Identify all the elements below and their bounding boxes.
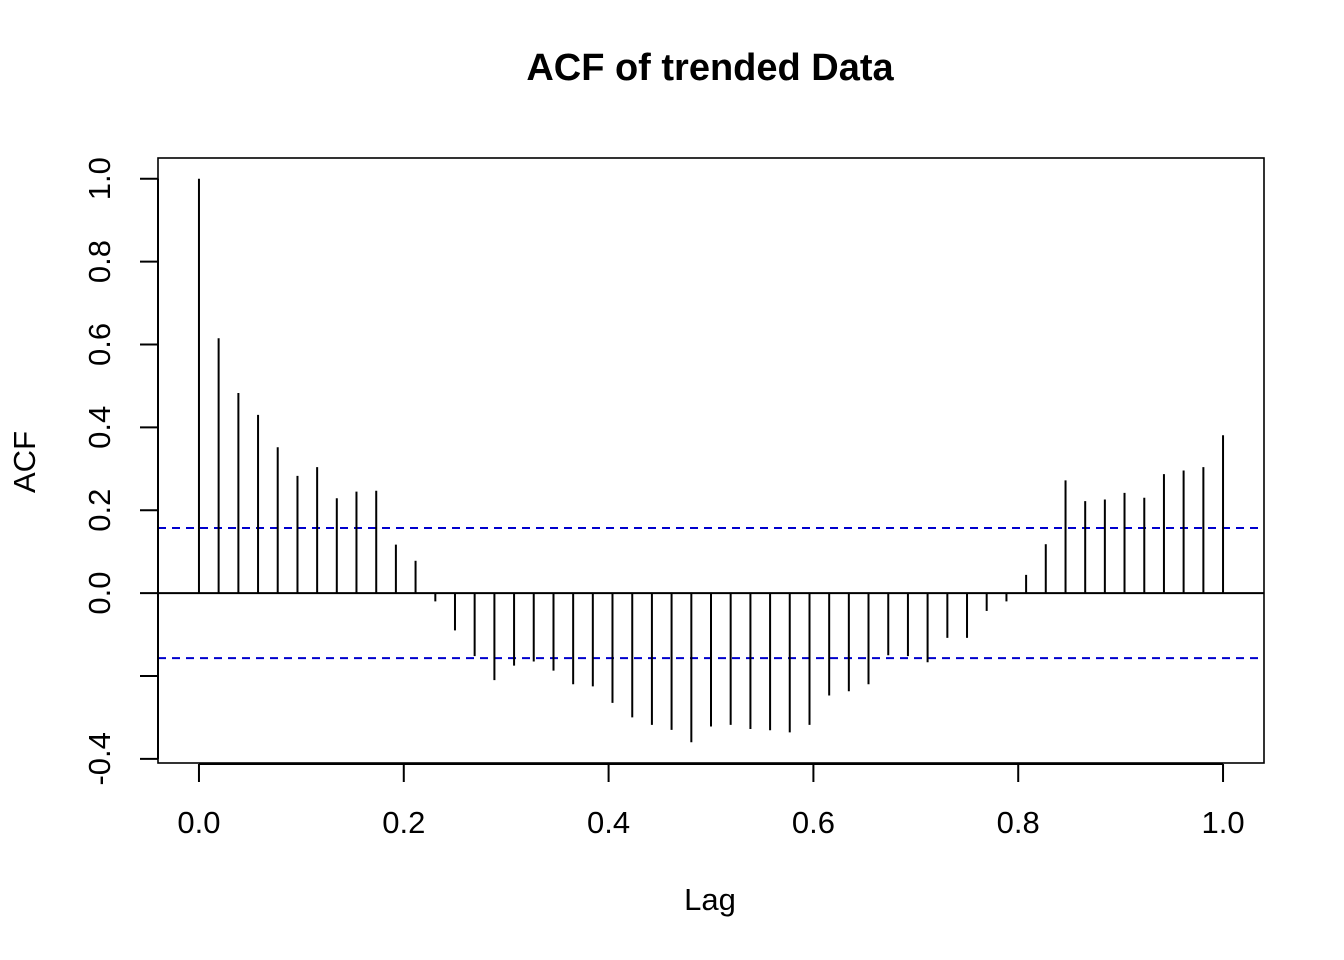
y-tick-label: 1.0 <box>82 157 117 200</box>
x-tick-label: 0.4 <box>587 805 630 840</box>
y-axis-label: ACF <box>7 431 42 493</box>
y-tick-label: 0.6 <box>82 323 117 366</box>
y-tick-label: 0.2 <box>82 489 117 532</box>
x-tick-label: 0.2 <box>382 805 425 840</box>
chart-title: ACF of trended Data <box>526 47 894 89</box>
x-axis-label: Lag <box>684 882 736 917</box>
plot-marks: 0.0 0.2 0.4 0.6 0.8 1.0 -0.4 0.0 0.2 0.4 0.6 0.8 1.0 <box>82 157 1264 840</box>
x-tick-label: 1.0 <box>1201 805 1244 840</box>
x-tick-label: 0.0 <box>177 805 220 840</box>
x-tick-label: 0.6 <box>792 805 835 840</box>
y-tick-label: 0.4 <box>82 406 117 449</box>
x-tick-label: 0.8 <box>997 805 1040 840</box>
y-tick-label: -0.4 <box>82 732 117 785</box>
y-tick-label: 0.8 <box>82 240 117 283</box>
y-tick-label: 0.0 <box>82 572 117 615</box>
